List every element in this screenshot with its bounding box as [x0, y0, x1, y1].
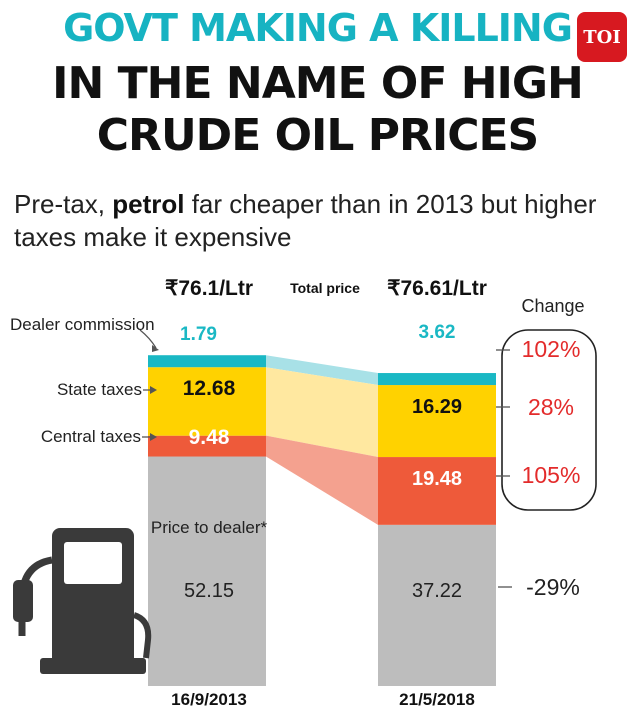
change-dealer-commission: 102%	[521, 336, 581, 362]
value-2018-state-taxes: 16.29	[411, 396, 463, 418]
bar-2018-state-taxes	[378, 385, 496, 458]
change-state-taxes: 28%	[527, 394, 575, 420]
bar-2018-central-taxes	[378, 457, 496, 525]
series-label-price-to-dealer: Price to dealer*	[150, 518, 268, 537]
band-state-taxes	[266, 367, 378, 458]
change-central-taxes: 105%	[521, 462, 581, 488]
change-price-to-dealer: -29%	[526, 574, 580, 600]
value-2013-dealer-commission: 1.79	[180, 324, 217, 345]
bar-2018-price-to-dealer	[378, 524, 496, 686]
bar-2018-dealer-commission	[378, 373, 496, 386]
fuel-pump-icon	[13, 528, 152, 674]
chart-subtitle: Pre-tax, petrol far cheaper than in 2013…	[14, 189, 597, 252]
total-price-2018: ₹76.61/Ltr	[387, 277, 487, 300]
total-price-2013: ₹76.1/Ltr	[164, 277, 254, 300]
total-price-label: Total price	[290, 280, 360, 296]
subtitle-bold-word: petrol	[112, 189, 185, 219]
headline-line-1: GOVT MAKING A KILLING	[63, 6, 573, 50]
band-central-taxes	[266, 435, 378, 525]
value-2013-price-to-dealer: 52.15	[183, 580, 235, 602]
leader-arrowheads	[150, 345, 159, 441]
value-2013-state-taxes: 12.68	[182, 377, 236, 400]
change-leaders	[496, 349, 510, 477]
bar-2013-price-to-dealer	[148, 456, 266, 686]
toi-logo: TOI	[577, 12, 627, 62]
category-2018: 21/5/2018	[399, 690, 475, 709]
leader-dealer-commission	[139, 329, 157, 349]
bar-2013-state-taxes	[148, 367, 266, 436]
headline-line-3: CRUDE OIL PRICES	[96, 110, 539, 161]
value-2018-central-taxes: 19.48	[411, 468, 463, 490]
series-label-central-taxes: Central taxes	[40, 427, 141, 446]
series-label-state-taxes: State taxes	[56, 380, 142, 399]
bar-2013-dealer-commission	[148, 355, 266, 368]
category-2013: 16/9/2013	[171, 690, 247, 709]
value-2018-dealer-commission: 3.62	[418, 322, 456, 343]
value-2018-price-to-dealer: 37.22	[411, 580, 463, 602]
change-header: Change	[521, 296, 585, 316]
change-bracket	[501, 329, 597, 511]
value-2013-central-taxes: 9.48	[188, 426, 230, 449]
series-label-dealer-commission: Dealer commission	[10, 315, 155, 334]
bar-2013-central-taxes	[148, 435, 266, 457]
band-dealer-commission	[266, 355, 378, 386]
headline-line-2: IN THE NAME OF HIGH	[52, 58, 584, 109]
